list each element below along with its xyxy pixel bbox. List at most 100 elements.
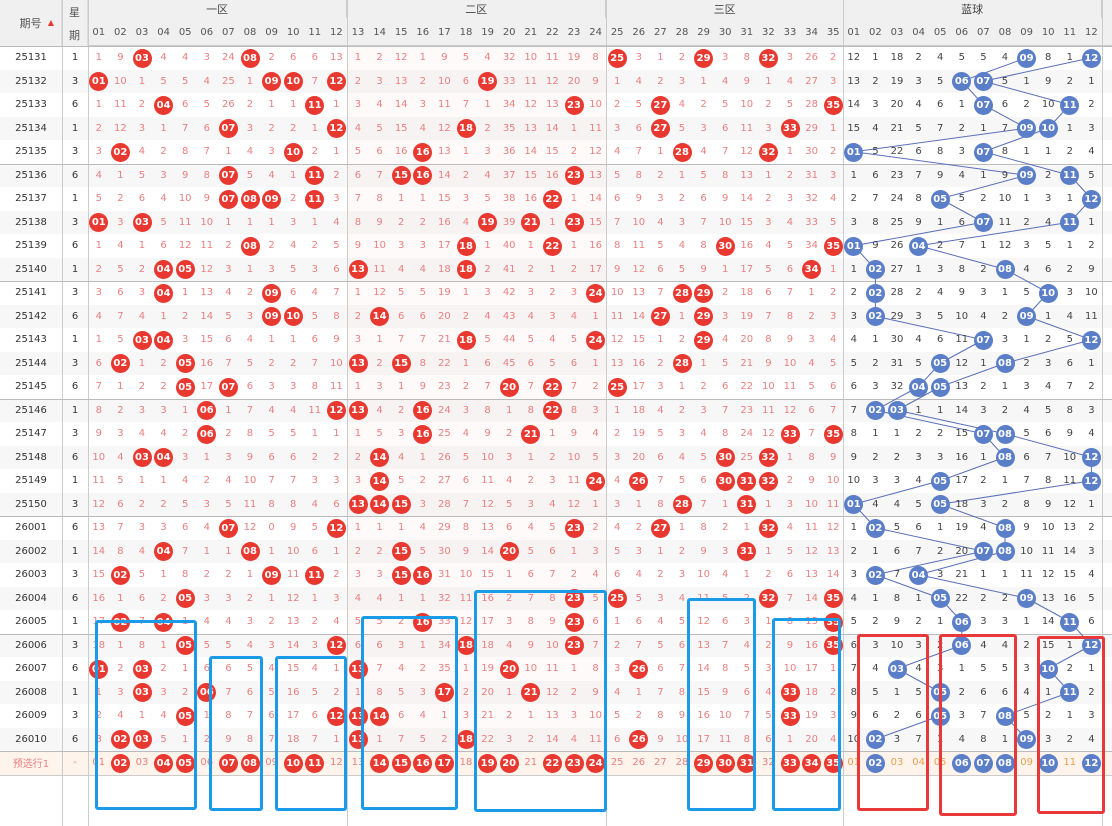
pick-red-ball[interactable]: 24 [586,753,606,773]
period-cell[interactable]: 26002 [15,545,47,557]
period-header[interactable]: 期号 [0,0,62,46]
period-cell[interactable]: 25135 [15,146,47,158]
period-cell[interactable]: 25149 [15,475,47,487]
period-cell[interactable]: 25138 [15,216,47,228]
period-cell[interactable]: 25132 [15,75,47,87]
pick-red-option[interactable]: 09 [265,757,278,769]
period-cell[interactable]: 25145 [15,381,47,393]
miss-count: 18 [438,263,451,275]
miss-count: 10 [740,99,754,111]
pick-red-ball[interactable]: 35 [823,753,843,773]
period-cell[interactable]: 25143 [15,334,47,346]
period-cell[interactable]: 25134 [15,122,47,134]
pick-blue-ball[interactable]: 02 [865,753,885,773]
period-cell[interactable]: 25139 [15,240,47,252]
blue-miss-count: 4 [1001,639,1009,651]
pick-red-option[interactable]: 27 [654,757,667,769]
red-ball: 13 [348,706,368,726]
blue-miss-count: 8 [1045,52,1052,64]
blue-number-header: 07 [977,26,990,38]
pick-red-ball[interactable]: 07 [218,753,238,773]
pick-red-ball[interactable]: 02 [110,753,130,773]
pick-red-option[interactable]: 28 [675,757,689,769]
sort-arrow-icon[interactable]: ▲ [47,17,55,27]
pick-red-ball[interactable]: 20 [499,753,519,773]
pick-blue-option[interactable]: 05 [933,757,947,769]
blue-miss-count: 9 [937,169,944,181]
period-cell[interactable]: 25131 [15,52,47,64]
pick-red-ball[interactable]: 19 [478,753,498,773]
period-cell[interactable]: 26003 [15,569,47,581]
pick-red-option[interactable]: 21 [524,757,538,769]
pick-blue-ball[interactable]: 07 [973,753,993,773]
period-cell[interactable]: 26004 [15,592,47,604]
pick-blue-ball[interactable]: 12 [1081,753,1101,773]
pick-red-ball[interactable]: 29 [694,753,714,773]
pick-blue-ball[interactable]: 06 [952,753,972,773]
period-cell[interactable]: 25150 [15,498,47,510]
miss-count: 4 [95,169,102,181]
pick-red-ball[interactable]: 31 [737,753,757,773]
pick-blue-option[interactable]: 01 [847,757,861,769]
pick-red-option[interactable]: 26 [632,757,646,769]
pick-red-option[interactable]: 32 [762,757,775,769]
period-cell[interactable]: 25147 [15,428,47,440]
period-cell[interactable]: 25136 [15,169,47,181]
pick-red-ball[interactable]: 04 [154,753,174,773]
period-cell[interactable]: 25148 [15,451,47,463]
period-cell[interactable]: 26008 [15,686,47,698]
pick-red-option[interactable]: 01 [92,757,106,769]
pick-red-option[interactable]: 18 [459,757,473,769]
period-cell[interactable]: 26010 [15,733,47,745]
pick-red-option[interactable]: 13 [351,757,365,769]
miss-count: 6 [311,52,318,64]
period-cell[interactable]: 25133 [15,99,47,111]
pick-blue-option[interactable]: 09 [1020,757,1033,769]
miss-count: 4 [290,404,297,416]
period-cell[interactable]: 25137 [15,193,47,205]
miss-count: 13 [826,545,840,557]
pick-red-ball[interactable]: 30 [715,753,735,773]
pick-red-ball[interactable]: 08 [240,753,260,773]
red-number-header: 12 [330,26,343,38]
period-cell[interactable]: 26005 [15,616,47,628]
pick-blue-option[interactable]: 03 [890,757,904,769]
miss-count: 1 [182,663,189,675]
pick-red-option[interactable]: 25 [610,757,624,769]
period-cell[interactable]: 26007 [15,663,47,675]
pick-red-ball[interactable]: 33 [780,753,800,773]
pick-blue-ball[interactable]: 10 [1038,753,1058,773]
blue-miss-count: 2 [1066,146,1073,158]
pick-blue-option[interactable]: 11 [1063,757,1077,769]
period-cell[interactable]: 25141 [15,287,47,299]
period-cell[interactable]: 25140 [15,263,47,275]
period-cell[interactable]: 25146 [15,404,47,416]
blue-miss-count: 10 [1041,522,1055,534]
pick-row-label[interactable]: 预选行1 [12,759,50,771]
period-cell[interactable]: 26006 [15,639,47,651]
pick-red-option[interactable]: 03 [135,757,149,769]
pick-red-ball[interactable]: 17 [434,753,454,773]
miss-count: 12 [286,592,300,604]
pick-red-ball[interactable]: 15 [391,753,411,773]
period-cell[interactable]: 26009 [15,710,47,722]
pick-red-option[interactable]: 06 [200,757,214,769]
pick-red-ball[interactable]: 05 [175,753,195,773]
miss-count: 1 [95,240,102,252]
pick-blue-ball[interactable]: 08 [995,753,1015,773]
pick-red-ball[interactable]: 16 [413,753,433,773]
blue-miss-count: 3 [872,99,879,111]
period-cell[interactable]: 25144 [15,357,47,369]
miss-count: 14 [286,639,300,651]
pick-red-ball[interactable]: 34 [802,753,822,773]
period-cell[interactable]: 26001 [15,522,47,534]
pick-blue-option[interactable]: 04 [912,757,925,769]
pick-red-option[interactable]: 12 [330,757,343,769]
pick-red-ball[interactable]: 10 [283,753,303,773]
pick-red-ball[interactable]: 11 [305,753,325,773]
pick-red-ball[interactable]: 22 [542,753,562,773]
miss-count: 2 [570,146,578,158]
pick-red-ball[interactable]: 14 [370,753,390,773]
period-cell[interactable]: 25142 [15,310,47,322]
pick-red-ball[interactable]: 23 [564,753,584,773]
